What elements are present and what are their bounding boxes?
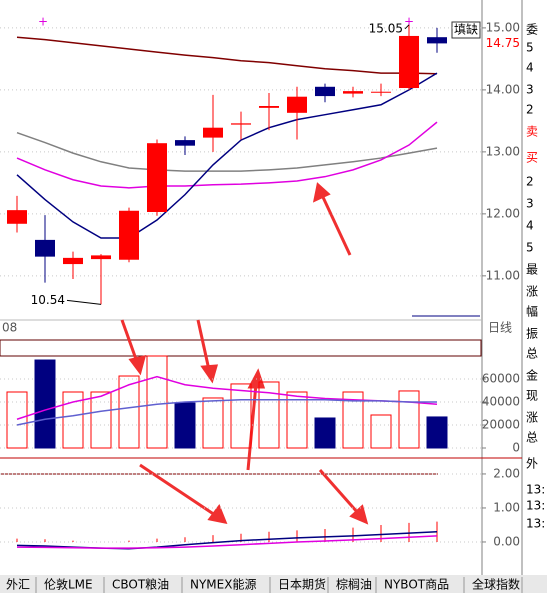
y-tick-label: 0.00 [493,534,520,548]
x-label: 08 [2,321,17,335]
button-label[interactable]: 填缺 [454,22,478,37]
indicator-line [16,121,438,189]
x-label: 日线 [488,321,512,335]
volume-bar [314,417,336,449]
tab[interactable]: 外汇 [6,578,30,592]
volume-bar [6,391,28,449]
candle-body [371,91,391,93]
tab[interactable]: NYMEX能源 [190,578,256,592]
volume-bar [62,391,84,449]
candle-body [175,140,195,146]
side-label: 5 [526,241,534,255]
tab[interactable]: 棕榈油 [336,577,372,592]
volume-bar [90,391,112,449]
candle-body [91,255,111,260]
side-label: 现 [526,389,538,403]
side-label: 2 [526,103,534,117]
candle-body [259,106,279,108]
candle-body [287,96,307,113]
side-label: 幅 [526,304,538,319]
y-tick-label: 15.00 [486,20,520,34]
volume-bar [202,397,224,449]
side-label: 买 [526,151,538,165]
volume-bar [230,383,252,449]
candle-body [119,210,139,260]
side-label: 总 [526,431,538,445]
candle-body [399,35,419,89]
marker: + [38,15,48,29]
y-tick-label: 40000 [482,395,520,409]
volume-bar [174,402,196,449]
side-label: 13: [526,483,545,497]
last-price: 14.75 [486,36,520,50]
side-label: 3 [526,83,534,97]
high-pointer [404,24,410,30]
tab[interactable]: 全球指数 [472,577,520,592]
volume-bar [118,375,140,449]
fill-gap-button[interactable] [451,21,481,39]
y-tick-label: 0 [512,441,520,455]
side-label: 3 [526,197,534,211]
candle-body [315,86,335,97]
indicator-line [16,535,438,549]
side-label: 委 [526,23,538,37]
side-label: 卖 [526,125,538,139]
candle-body [343,91,363,94]
y-tick-label: 1.00 [493,500,520,514]
low-label: 10.54 [31,293,65,307]
volume-bar [146,355,168,449]
volume-bar [34,359,56,449]
marker: + [404,15,414,29]
volume-bar [258,381,280,449]
side-label: 13: [526,499,545,513]
candle-body [203,127,223,138]
candle-body [231,123,251,125]
tab-bar [0,575,547,593]
candle-body [147,143,167,212]
y-tick-label: 60000 [482,372,520,386]
high-label: 15.05 [369,21,403,35]
low-pointer [66,299,102,305]
side-label: 2 [526,175,534,189]
candle-body [35,239,55,257]
side-label: 5 [526,41,534,55]
indicator-line [16,36,438,75]
y-tick-label: 20000 [482,418,520,432]
side-label: 13: [526,517,545,531]
volume-bar [370,414,392,449]
candle-body [427,37,447,44]
y-tick-label: 13.00 [486,144,520,158]
volume-bar [398,390,420,449]
volume-bar [286,391,308,449]
candle-body [63,257,83,265]
y-tick-label: 11.00 [486,268,520,282]
indicator-line [16,131,438,172]
volume-header [0,339,482,357]
side-label: 外 [526,457,538,471]
y-tick-label: 14.00 [486,82,520,96]
side-label: 最 [526,263,538,277]
volume-bar [426,416,448,449]
tab[interactable]: 日本期货 [278,577,326,592]
tab[interactable]: 伦敦LME [44,577,93,592]
side-label: 涨 [526,410,538,425]
volume-bar [342,391,364,449]
tab[interactable]: NYBOT商品 [384,577,449,592]
indicator-line [16,398,437,426]
side-label: 4 [526,219,534,233]
side-label: 4 [526,61,534,75]
side-label: 金 [526,368,538,383]
side-label: 振 [526,327,538,341]
y-tick-label: 2.00 [493,466,520,480]
side-label: 涨 [526,284,538,299]
y-tick-label: 12.00 [486,206,520,220]
indicator-line [16,72,438,239]
candle-body [7,210,27,224]
side-label: 总 [526,347,538,361]
tab[interactable]: CBOT粮油 [112,577,169,592]
